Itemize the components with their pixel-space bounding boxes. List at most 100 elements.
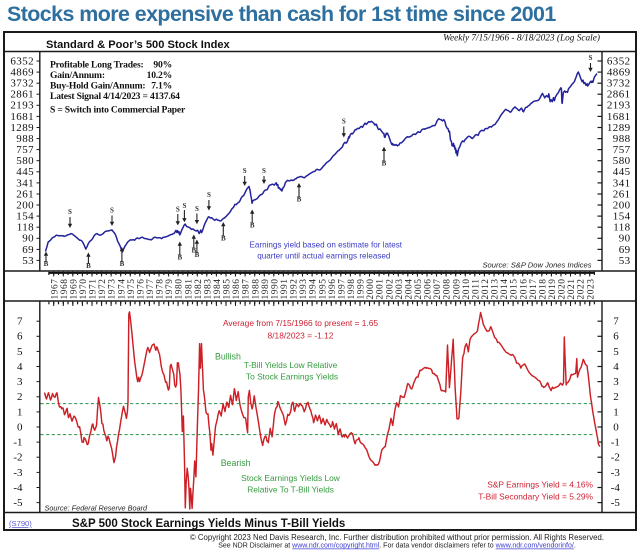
- svg-text:1289: 1289: [607, 122, 631, 134]
- svg-text:1: 1: [17, 406, 23, 418]
- svg-text:B: B: [297, 195, 302, 203]
- svg-text:2019: 2019: [548, 279, 558, 300]
- svg-text:Gain/Annum:: Gain/Annum:: [50, 70, 105, 81]
- svg-text:Stock Earnings Yields Low: Stock Earnings Yields Low: [241, 473, 341, 483]
- svg-text:1987: 1987: [242, 279, 252, 300]
- svg-text:Source: S&P Dow Jones Indices: Source: S&P Dow Jones Indices: [482, 261, 591, 270]
- svg-text:S: S: [262, 167, 266, 175]
- svg-text:1991: 1991: [280, 279, 290, 300]
- svg-text:S: S: [195, 205, 199, 213]
- svg-text:1981: 1981: [184, 279, 194, 300]
- svg-text:2: 2: [17, 391, 23, 403]
- svg-text:1980: 1980: [175, 279, 185, 300]
- svg-text:1998: 1998: [347, 279, 357, 300]
- svg-text:445: 445: [613, 166, 631, 178]
- svg-text:(S790): (S790): [9, 519, 32, 528]
- svg-text:1681: 1681: [10, 111, 34, 123]
- svg-text:2016: 2016: [519, 279, 529, 300]
- svg-text:2008: 2008: [443, 279, 453, 300]
- svg-text:1983: 1983: [203, 279, 213, 300]
- svg-text:S: S: [110, 207, 114, 215]
- svg-text:T-Bill Yields Low Relative: T-Bill Yields Low Relative: [244, 360, 338, 370]
- svg-text:445: 445: [16, 166, 34, 178]
- svg-text:1990: 1990: [270, 279, 280, 300]
- svg-text:2020: 2020: [558, 279, 568, 300]
- svg-text:200: 200: [16, 199, 34, 211]
- svg-text:1975: 1975: [127, 279, 137, 300]
- svg-text:1995: 1995: [318, 279, 328, 300]
- svg-text:Earnings yield based on estima: Earnings yield based on estimate for lat…: [250, 241, 403, 250]
- svg-text:2023: 2023: [586, 279, 596, 300]
- svg-text:200: 200: [613, 199, 631, 211]
- svg-text:-1: -1: [611, 437, 620, 449]
- svg-text:341: 341: [16, 177, 34, 189]
- svg-text:1967: 1967: [50, 279, 60, 300]
- svg-text:B: B: [382, 160, 387, 168]
- svg-text:B: B: [250, 222, 255, 230]
- svg-text:Source: Federal Reserve Board: Source: Federal Reserve Board: [45, 504, 149, 513]
- svg-text:2011: 2011: [471, 279, 481, 300]
- svg-text:2001: 2001: [376, 279, 386, 300]
- svg-text:1982: 1982: [194, 279, 204, 300]
- svg-text:T-Bill Secondary Yield = 5.29%: T-Bill Secondary Yield = 5.29%: [478, 492, 593, 502]
- svg-text:261: 261: [16, 188, 34, 200]
- svg-text:B: B: [120, 260, 125, 268]
- svg-text:© Copyright 2023 Ned Davis Res: © Copyright 2023 Ned Davis Research, Inc…: [190, 533, 604, 542]
- svg-text:B: B: [86, 262, 91, 270]
- svg-text:1999: 1999: [357, 279, 367, 300]
- svg-text:1977: 1977: [146, 279, 156, 300]
- svg-text:1996: 1996: [328, 279, 338, 300]
- svg-text:69: 69: [619, 244, 631, 256]
- svg-text:2: 2: [613, 391, 619, 403]
- svg-text:-4: -4: [13, 482, 23, 494]
- svg-text:3: 3: [17, 376, 23, 388]
- svg-text:1974: 1974: [117, 279, 127, 300]
- svg-text:1976: 1976: [136, 279, 146, 300]
- svg-text:580: 580: [613, 155, 631, 167]
- svg-text:2861: 2861: [10, 89, 34, 101]
- svg-text:1989: 1989: [261, 279, 271, 300]
- svg-text:3732: 3732: [607, 78, 631, 90]
- svg-text:6352: 6352: [607, 55, 631, 67]
- svg-text:1: 1: [613, 406, 619, 418]
- svg-text:1681: 1681: [607, 111, 631, 123]
- svg-text:B: B: [195, 251, 200, 259]
- svg-text:-5: -5: [611, 497, 621, 509]
- svg-text:1969: 1969: [69, 279, 79, 300]
- svg-text:2003: 2003: [395, 279, 405, 300]
- svg-text:0: 0: [613, 421, 619, 433]
- svg-text:118: 118: [613, 222, 630, 234]
- svg-text:2007: 2007: [433, 279, 443, 300]
- svg-text:1970: 1970: [79, 279, 89, 300]
- svg-text:1994: 1994: [309, 279, 319, 300]
- svg-text:2021: 2021: [567, 279, 577, 300]
- svg-text:6: 6: [17, 331, 23, 343]
- svg-text:1972: 1972: [98, 279, 108, 300]
- svg-text:6352: 6352: [10, 55, 34, 67]
- svg-text:757: 757: [613, 144, 631, 156]
- svg-text:S: S: [207, 191, 211, 199]
- svg-text:580: 580: [16, 155, 34, 167]
- svg-text:Profitable Long Trades:: Profitable Long Trades:: [50, 60, 143, 71]
- svg-text:Stocks more expensive than cas: Stocks more expensive than cash for 1st …: [7, 2, 556, 26]
- svg-text:7: 7: [613, 316, 619, 328]
- svg-text:-2: -2: [611, 452, 620, 464]
- svg-text:5: 5: [17, 346, 23, 358]
- svg-text:1968: 1968: [60, 279, 70, 300]
- svg-text:4869: 4869: [607, 67, 631, 79]
- svg-text:341: 341: [613, 177, 631, 189]
- svg-text:2018: 2018: [538, 279, 548, 300]
- svg-text:1986: 1986: [232, 279, 242, 300]
- svg-text:-3: -3: [13, 467, 23, 479]
- svg-text:2014: 2014: [500, 279, 510, 300]
- svg-text:-4: -4: [611, 482, 621, 494]
- svg-text:4: 4: [613, 361, 619, 373]
- svg-text:-2: -2: [13, 452, 22, 464]
- svg-text:B: B: [44, 260, 49, 268]
- svg-text:-3: -3: [611, 467, 621, 479]
- svg-text:2022: 2022: [577, 279, 587, 300]
- svg-text:7: 7: [17, 316, 23, 328]
- svg-text:2005: 2005: [414, 279, 424, 300]
- svg-text:B: B: [177, 254, 182, 262]
- svg-text:To Stock Earnings Yields: To Stock Earnings Yields: [246, 372, 338, 382]
